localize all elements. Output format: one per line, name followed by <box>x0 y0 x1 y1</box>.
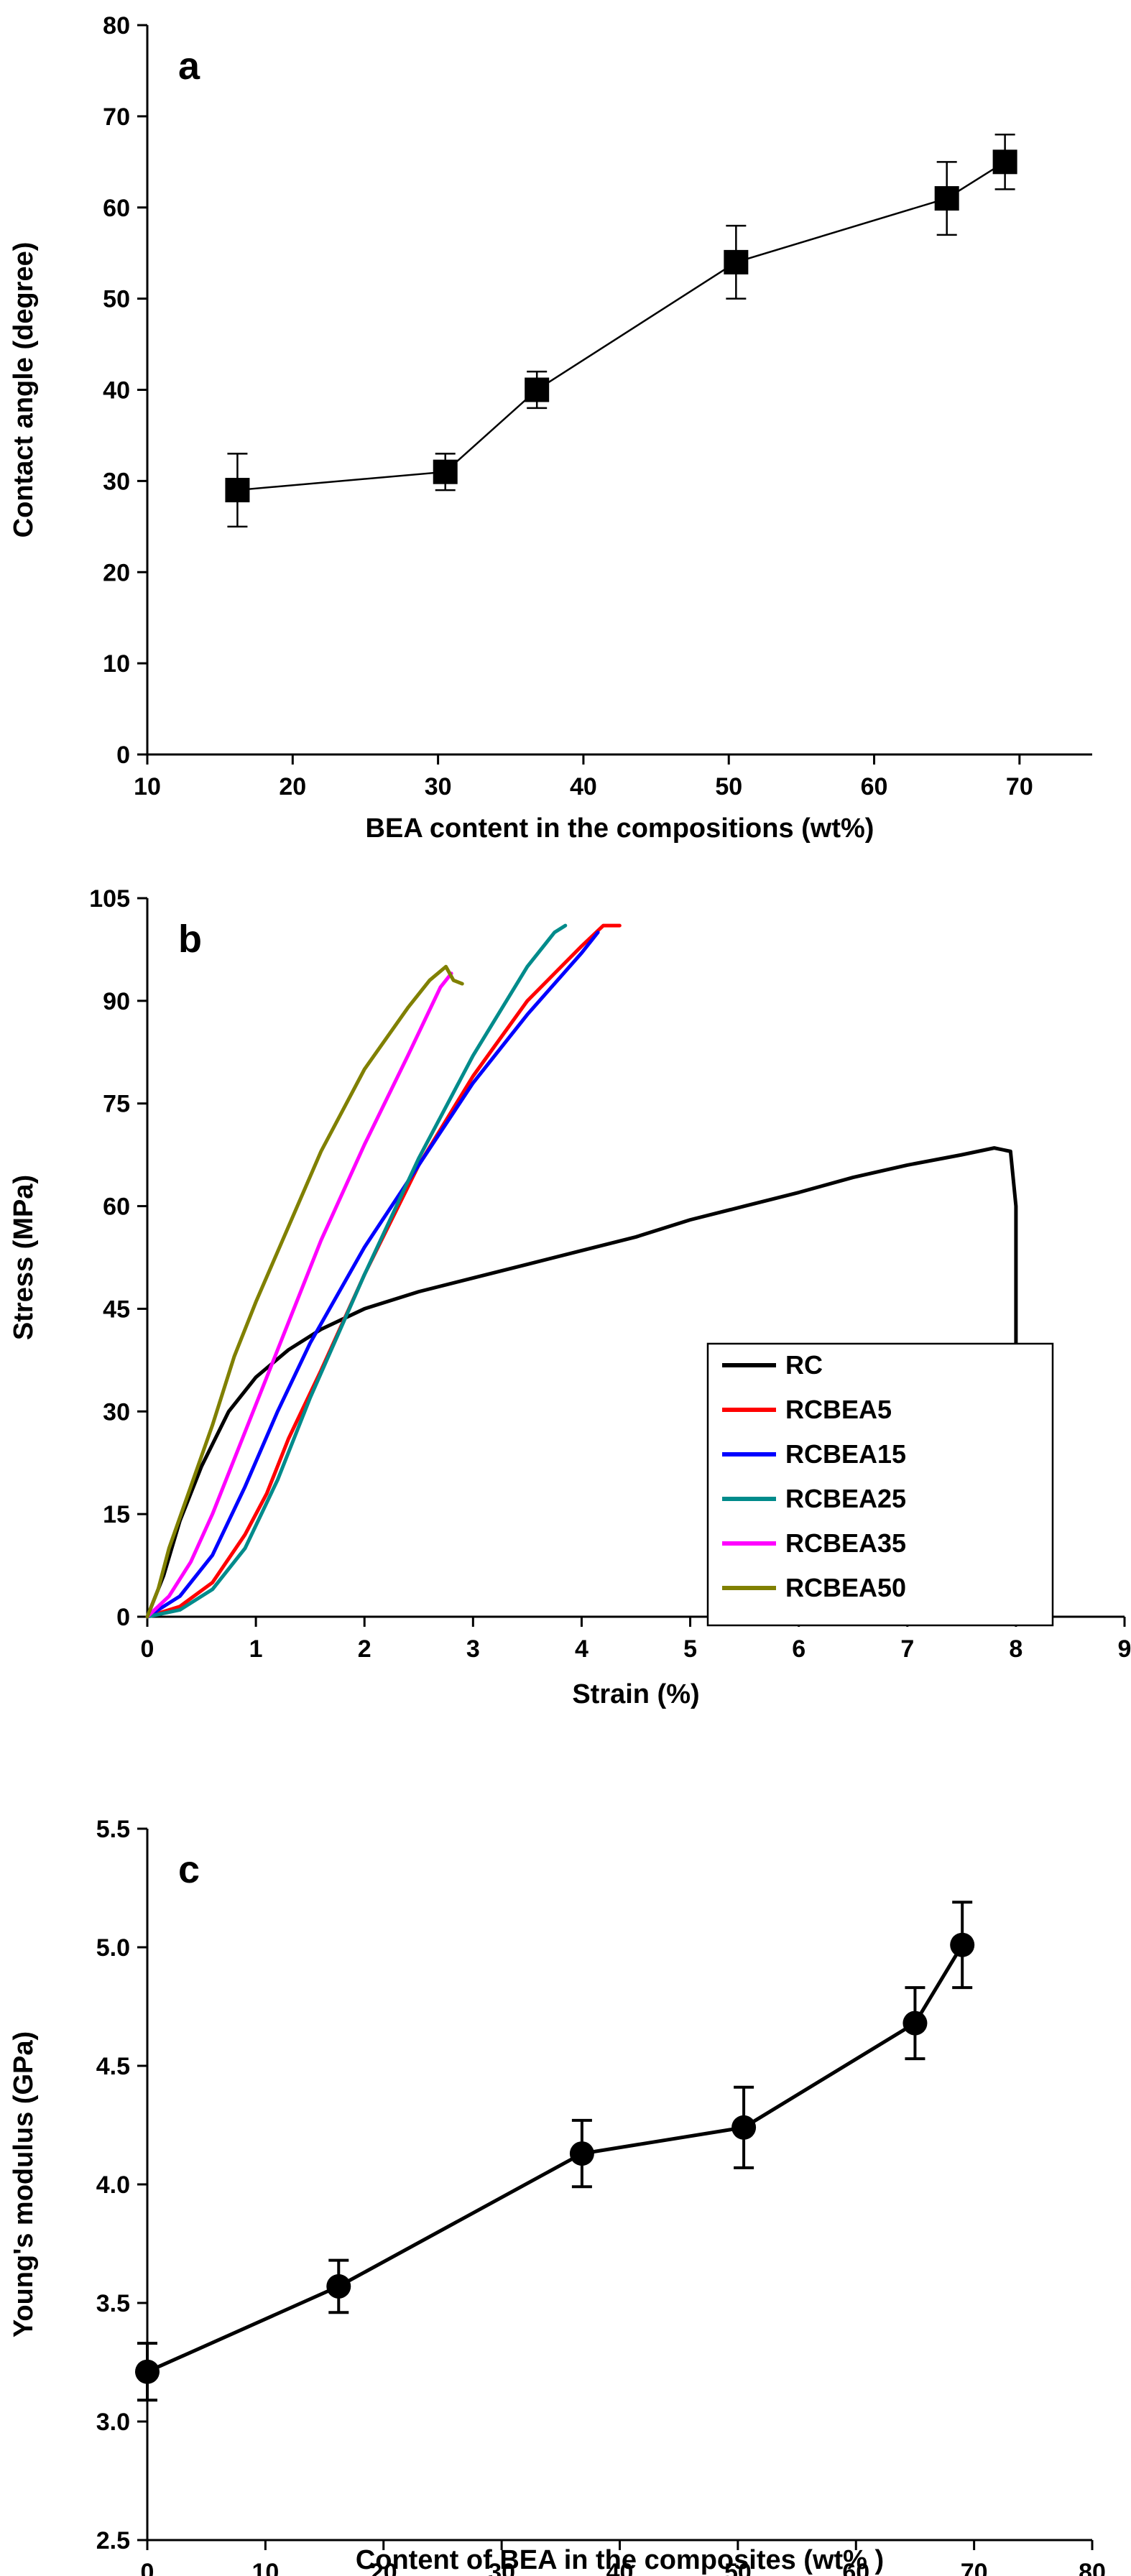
data-point-3 <box>724 249 749 274</box>
x-tick-label: 10 <box>251 2559 279 2576</box>
y-tick-label: 5.5 <box>96 1816 130 1843</box>
y-tick-label: 30 <box>103 468 130 495</box>
y-tick-label: 3.0 <box>96 2409 130 2436</box>
series-line-rcbea5 <box>145 923 622 1619</box>
data-point-2 <box>525 377 550 402</box>
x-tick-label: 9 <box>1118 1635 1131 1663</box>
x-tick-label: 7 <box>900 1635 914 1663</box>
data-point-0 <box>135 2359 160 2384</box>
x-tick-label: 70 <box>1006 773 1033 800</box>
y-axis-title: Young's modulus (GPa) <box>9 2031 39 2337</box>
series-line-rcbea35 <box>145 971 453 1619</box>
x-tick-label: 60 <box>842 2559 869 2576</box>
x-tick-label: 80 <box>1079 2559 1106 2576</box>
series-line-rcbea15 <box>145 931 600 1619</box>
panel-letter: b <box>178 918 202 961</box>
legend-entry-rcbea35: RCBEA35 <box>785 1528 906 1558</box>
x-tick-label: 30 <box>488 2559 515 2576</box>
x-tick-label: 40 <box>570 773 597 800</box>
y-tick-label: 2.5 <box>96 2527 130 2554</box>
legend-entry-rcbea50: RCBEA50 <box>785 1573 906 1602</box>
x-tick-label: 10 <box>134 773 161 800</box>
x-tick-label: 6 <box>792 1635 805 1663</box>
x-tick-label: 20 <box>279 773 306 800</box>
x-tick-label: 2 <box>358 1635 371 1663</box>
y-tick-label: 4.5 <box>96 2053 130 2080</box>
x-tick-label: 8 <box>1009 1635 1022 1663</box>
y-tick-label: 40 <box>103 377 130 405</box>
panel-c-youngs-modulus-chart: 0 10 20 30 40 50 60 70 80 2.5 3.0 3.5 4.0 4.5 5.0 5.5 Co… <box>9 1816 1106 2576</box>
x-tick-label: 50 <box>715 773 742 800</box>
x-axis-title: BEA content in the compositions (wt%) <box>366 813 874 844</box>
y-tick-label: 3.5 <box>96 2290 130 2317</box>
y-tick-label: 20 <box>103 559 130 586</box>
legend-entry-rcbea5: RCBEA5 <box>785 1395 892 1424</box>
y-tick-label: 5.0 <box>96 1934 130 1962</box>
panel-letter: c <box>178 1848 200 1891</box>
data-point-5 <box>950 1932 975 1957</box>
legend-entry-rcbea25: RCBEA25 <box>785 1484 906 1513</box>
legend-entry-rcbea15: RCBEA15 <box>785 1439 906 1469</box>
x-tick-label: 40 <box>606 2559 634 2576</box>
y-tick-label: 45 <box>103 1296 130 1323</box>
panel-letter: a <box>178 45 200 88</box>
connecting-line <box>146 1944 964 2373</box>
y-tick-label: 105 <box>89 885 130 913</box>
y-tick-label: 0 <box>116 742 130 769</box>
series-line-rc <box>145 1146 1018 1619</box>
y-tick-label: 50 <box>103 286 130 313</box>
series-line-rcbea50 <box>145 964 464 1619</box>
y-tick-label: 60 <box>103 1194 130 1221</box>
connecting-line <box>237 161 1006 491</box>
data-point-3 <box>731 2115 757 2140</box>
x-tick-label: 20 <box>370 2559 397 2576</box>
data-point-4 <box>903 2011 928 2036</box>
y-tick-label: 4.0 <box>96 2171 130 2199</box>
data-point-1 <box>326 2273 351 2299</box>
y-tick-label: 0 <box>116 1604 130 1631</box>
x-tick-label: 0 <box>141 2559 154 2576</box>
legend-box <box>706 1342 1054 1627</box>
x-tick-label: 5 <box>683 1635 697 1663</box>
data-point-2 <box>569 2141 594 2166</box>
data-point-4 <box>934 186 959 211</box>
x-tick-label: 50 <box>724 2559 752 2576</box>
x-tick-label: 3 <box>466 1635 480 1663</box>
y-tick-label: 80 <box>103 12 130 40</box>
legend-entry-rc: RC <box>785 1350 823 1380</box>
series-line-rcbea25 <box>145 923 568 1619</box>
y-tick-label: 90 <box>103 988 130 1015</box>
x-tick-label: 4 <box>575 1635 588 1663</box>
data-point-1 <box>433 459 458 484</box>
x-tick-label: 70 <box>961 2559 988 2576</box>
data-point-5 <box>992 149 1017 175</box>
y-tick-label: 60 <box>103 195 130 222</box>
x-tick-label: 1 <box>249 1635 263 1663</box>
y-tick-label: 10 <box>103 650 130 678</box>
y-tick-label: 70 <box>103 103 130 131</box>
y-axis-title: Stress (MPa) <box>9 1175 39 1340</box>
legend: RC RCBEA5 RCBEA15 RCBEA25 RCBEA35 RCBEA50 <box>706 1342 1054 1627</box>
data-point-0 <box>225 478 250 503</box>
x-tick-label: 30 <box>425 773 452 800</box>
x-tick-label: 60 <box>861 773 888 800</box>
x-axis-title: Strain (%) <box>572 1679 699 1709</box>
x-tick-label: 0 <box>141 1635 154 1663</box>
y-tick-label: 15 <box>103 1501 130 1528</box>
y-tick-label: 30 <box>103 1398 130 1426</box>
y-tick-label: 75 <box>103 1091 130 1118</box>
x-axis-title: Content of BEA in the composites (wt% ) <box>356 2545 884 2575</box>
y-axis-title: Contact angle (degree) <box>9 242 39 538</box>
